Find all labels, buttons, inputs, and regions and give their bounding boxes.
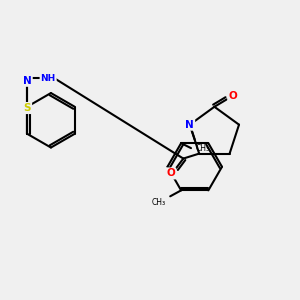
Text: N: N [185, 120, 194, 130]
Text: CH₃: CH₃ [151, 198, 165, 207]
Text: N: N [23, 76, 32, 86]
Text: O: O [167, 168, 175, 178]
Text: O: O [228, 91, 237, 101]
Text: NH: NH [40, 74, 56, 82]
Text: S: S [24, 103, 31, 113]
Text: CH₃: CH₃ [196, 144, 210, 153]
